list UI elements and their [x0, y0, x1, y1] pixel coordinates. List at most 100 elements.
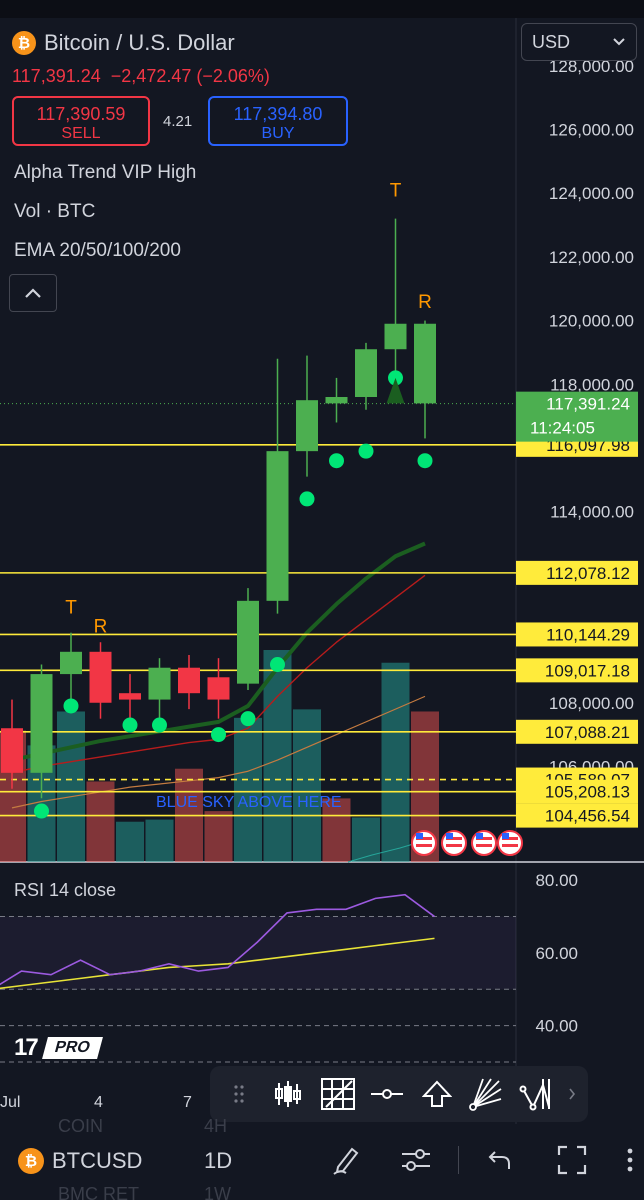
candle [325, 377, 348, 423]
signal-dot [122, 717, 138, 733]
event-flags [411, 830, 523, 856]
ghost-interval-4h: 4H [204, 1116, 228, 1136]
rsi-tick: 60.00 [535, 944, 578, 963]
candle [119, 674, 141, 722]
flag-circle [497, 830, 523, 856]
buy-price: 117,394.80 [233, 104, 323, 124]
price-tick: 118,000.00 [550, 375, 634, 394]
chevron-down-icon [613, 38, 625, 46]
indicator-ema[interactable]: EMA 20/50/100/200 [14, 240, 181, 261]
symbol-title[interactable]: ₿ Bitcoin / U.S. Dollar [12, 30, 235, 56]
arrow-up-icon[interactable] [417, 1074, 457, 1114]
candle [89, 642, 112, 719]
us-flag-event-icon [411, 830, 437, 856]
us-flag-event-icon [441, 830, 467, 856]
grid-icon[interactable] [318, 1074, 358, 1114]
volume-bar [352, 817, 380, 862]
pencil-icon[interactable] [328, 1142, 364, 1178]
price-tick: 128,000.00 [549, 57, 634, 76]
level-box-label: 107,088.21 [545, 723, 630, 742]
trend-line-icon[interactable] [367, 1074, 407, 1114]
undo-icon[interactable] [482, 1142, 518, 1178]
symbol-selector[interactable]: ₿ BTCUSD [18, 1148, 142, 1174]
flag-stripe [416, 844, 432, 847]
bitcoin-icon: ₿ [18, 1148, 44, 1174]
buy-button[interactable]: 117,394.80 BUY [208, 96, 348, 146]
signal-label: R [94, 617, 108, 638]
currency-select[interactable]: USD [521, 23, 637, 61]
time-label-4: 4 [94, 1094, 103, 1111]
level-box-bg [516, 779, 638, 804]
signal-dots [34, 370, 433, 819]
collapse-indicators-button[interactable] [9, 274, 57, 312]
drag-handle-icon[interactable] [219, 1074, 259, 1114]
level-box-bg [516, 622, 638, 647]
volume-bar [234, 717, 262, 862]
level-box-label: 112,078.12 [546, 564, 630, 583]
sell-button[interactable]: 117,390.59 SELL [12, 96, 150, 146]
signal-dot [299, 491, 315, 507]
signal-dot [63, 698, 79, 714]
chevron-right-icon[interactable] [565, 1074, 579, 1114]
signal-dot [358, 443, 374, 459]
fullscreen-icon[interactable] [554, 1142, 590, 1178]
interval-selector[interactable]: 1D [204, 1148, 232, 1174]
drawing-toolbar [210, 1066, 588, 1122]
signal-label: T [390, 180, 402, 201]
signal-dot [270, 657, 285, 673]
indicators-settings-icon[interactable] [398, 1142, 434, 1178]
indicator-volume[interactable]: Vol · BTC [14, 201, 96, 222]
ghost-symbol-coin: COIN [58, 1116, 103, 1136]
flag-stripe [446, 844, 462, 847]
flag-canton [476, 833, 483, 839]
us-flag-event-icon [471, 830, 497, 856]
symbol-name: Bitcoin / U.S. Dollar [44, 30, 235, 55]
rsi-label[interactable]: RSI 14 close [14, 880, 117, 900]
level-price-box: 109,017.18 [516, 658, 638, 683]
candle-body [237, 600, 259, 684]
candle [414, 320, 436, 439]
rsi-line [0, 893, 435, 986]
flag-stripe [502, 844, 518, 847]
indicator-alpha-trend[interactable]: Alpha Trend VIP High [14, 162, 197, 183]
current-price-bg [516, 391, 638, 442]
candle-body [119, 693, 141, 700]
candle [355, 342, 377, 410]
signal-label: R [418, 292, 432, 313]
fib-fan-icon[interactable] [466, 1074, 506, 1114]
spread-value: 4.21 [163, 113, 193, 130]
ema-fast-line [11, 541, 426, 763]
signal-dot [34, 803, 49, 819]
candle-body [384, 323, 407, 350]
flag-stripe [476, 837, 492, 840]
level-price-box: 104,456.54 [516, 803, 638, 828]
volume-bar [57, 711, 85, 862]
signal-dot [329, 453, 344, 469]
volume-bar [116, 821, 144, 862]
sell-price: 117,390.59 [36, 104, 126, 124]
candle-body [207, 677, 230, 700]
sell-label: SELL [61, 125, 101, 142]
ghost-interval-1w: 1W [204, 1184, 231, 1200]
candle-body [325, 397, 348, 404]
last-price: 117,391.24 [12, 66, 101, 86]
status-strip [0, 0, 644, 18]
flag-stripe [446, 837, 462, 840]
candle-body [414, 323, 436, 404]
candle-body [296, 400, 318, 452]
flag-circle [471, 830, 497, 856]
price-change: 117,391.24 −2,472.47 (−2.06%) [12, 66, 270, 87]
more-icon[interactable] [620, 1142, 640, 1178]
price-change-value: −2,472.47 (−2.06%) [110, 66, 270, 86]
level-box-bg [516, 658, 638, 683]
chevron-up-icon [25, 288, 41, 298]
flag-stripe [502, 837, 518, 840]
volume-bar [322, 798, 351, 862]
volume-bar [204, 811, 233, 862]
candle [1, 699, 23, 789]
candles-icon[interactable] [268, 1074, 308, 1114]
patterns-icon[interactable] [516, 1074, 556, 1114]
ema-long-line [11, 695, 426, 809]
level-box-label: 104,456.54 [545, 807, 630, 826]
